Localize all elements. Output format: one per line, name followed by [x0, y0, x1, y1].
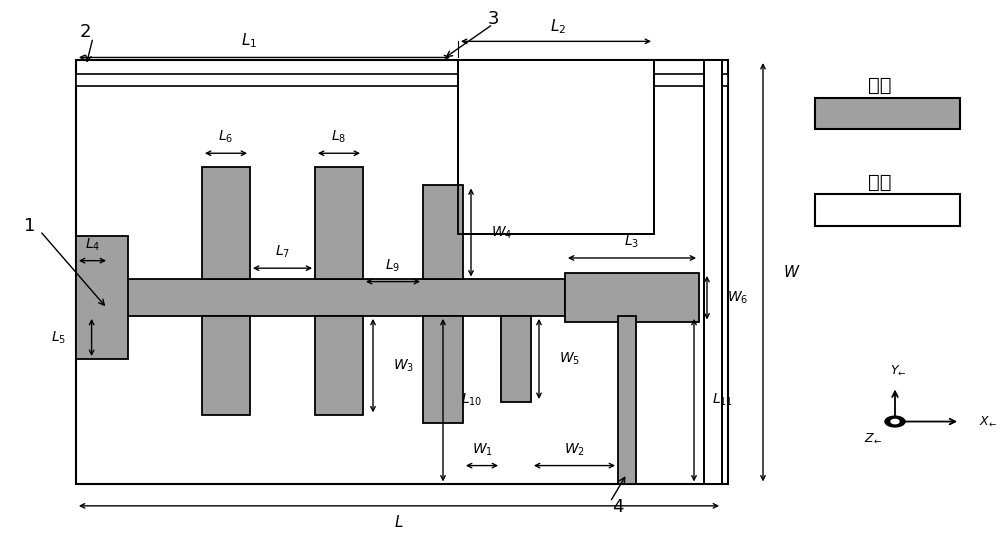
Text: $L_3$: $L_3$ [624, 234, 640, 250]
Text: $W_5$: $W_5$ [559, 351, 580, 367]
Bar [315, 316, 363, 415]
Bar [458, 60, 654, 234]
Text: $W$: $W$ [783, 264, 801, 280]
Text: $L_8$: $L_8$ [331, 129, 347, 146]
Text: $Z_{\!\leftarrow}$: $Z_{\!\leftarrow}$ [864, 431, 882, 445]
Text: $L_7$: $L_7$ [275, 244, 290, 260]
Bar [202, 316, 250, 415]
Text: $W_3$: $W_3$ [393, 358, 414, 374]
Text: 3: 3 [487, 10, 499, 28]
Text: $L_6$: $L_6$ [218, 129, 234, 146]
Text: 4: 4 [612, 498, 624, 517]
Text: 2: 2 [79, 23, 91, 41]
Bar [423, 185, 463, 279]
Circle shape [885, 416, 905, 427]
Text: 背面: 背面 [868, 173, 892, 192]
Bar [315, 166, 363, 279]
Bar [76, 60, 728, 484]
Text: $L_1$: $L_1$ [241, 31, 258, 49]
Text: $L_9$: $L_9$ [385, 257, 401, 274]
Bar [423, 316, 463, 423]
Bar [109, 279, 565, 316]
Circle shape [891, 419, 899, 424]
Bar [76, 74, 728, 86]
Bar [815, 98, 960, 129]
Bar [815, 194, 960, 226]
Text: $W_2$: $W_2$ [564, 441, 585, 458]
Bar [704, 60, 722, 484]
Text: 1: 1 [24, 216, 36, 235]
Text: 顶层: 顶层 [868, 76, 892, 96]
Bar [565, 273, 699, 322]
Text: $L$: $L$ [394, 514, 404, 530]
Text: $W_6$: $W_6$ [727, 289, 748, 306]
Bar [618, 316, 636, 484]
Text: $W_1$: $W_1$ [472, 441, 492, 458]
Bar [202, 166, 250, 279]
Bar [76, 236, 128, 359]
Text: $L_{10}$: $L_{10}$ [461, 392, 482, 408]
Text: $W_4$: $W_4$ [491, 224, 512, 241]
Text: $L_{11}$: $L_{11}$ [712, 392, 733, 408]
Text: $L_4$: $L_4$ [85, 236, 100, 253]
Text: $L_2$: $L_2$ [550, 17, 567, 35]
Text: $X_{\!\leftarrow}$: $X_{\!\leftarrow}$ [979, 415, 997, 429]
Text: $L_5$: $L_5$ [51, 329, 66, 346]
Bar [458, 60, 654, 234]
Bar [501, 316, 531, 402]
Text: $Y_{\!\leftarrow}$: $Y_{\!\leftarrow}$ [890, 364, 906, 378]
Bar [704, 60, 722, 484]
